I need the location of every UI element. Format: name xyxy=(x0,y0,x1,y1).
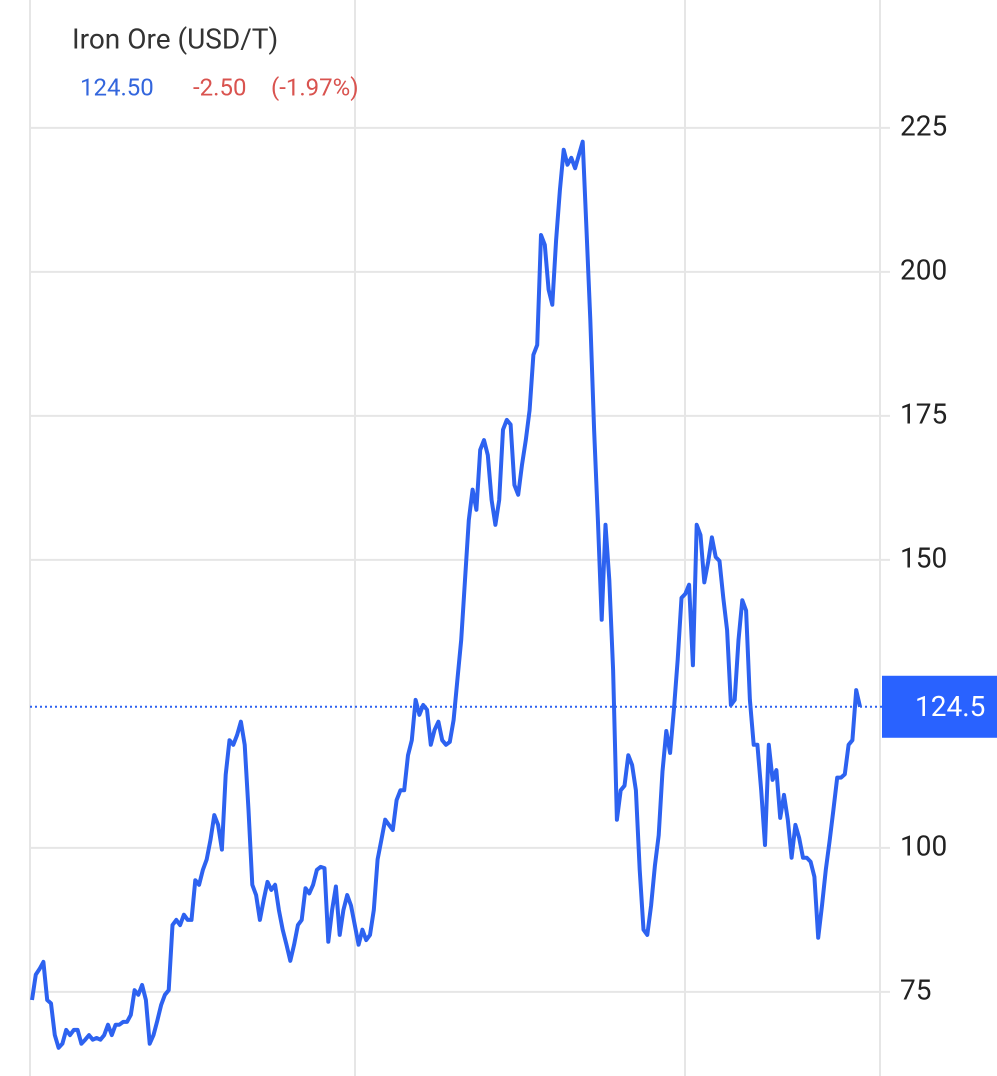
y-tick-label: 225 xyxy=(900,109,947,142)
y-tick-label: 100 xyxy=(900,829,947,862)
current-box xyxy=(882,675,997,738)
y-tick-label: 200 xyxy=(900,253,947,286)
price-line xyxy=(30,139,862,1050)
current-label: 124.5 xyxy=(915,690,985,723)
change: -2.50 xyxy=(193,73,246,101)
chart-title: Iron Ore (USD/T) xyxy=(72,22,278,55)
price: 124.50 xyxy=(80,73,154,101)
y-tick-label: 150 xyxy=(900,541,947,574)
change-pct: (-1.97%) xyxy=(271,73,359,101)
y-tick-label: 75 xyxy=(900,973,931,1006)
plot: 75 100 150 175 200 225 124.5 xyxy=(30,109,997,1050)
y-tick-label: 175 xyxy=(900,397,947,430)
